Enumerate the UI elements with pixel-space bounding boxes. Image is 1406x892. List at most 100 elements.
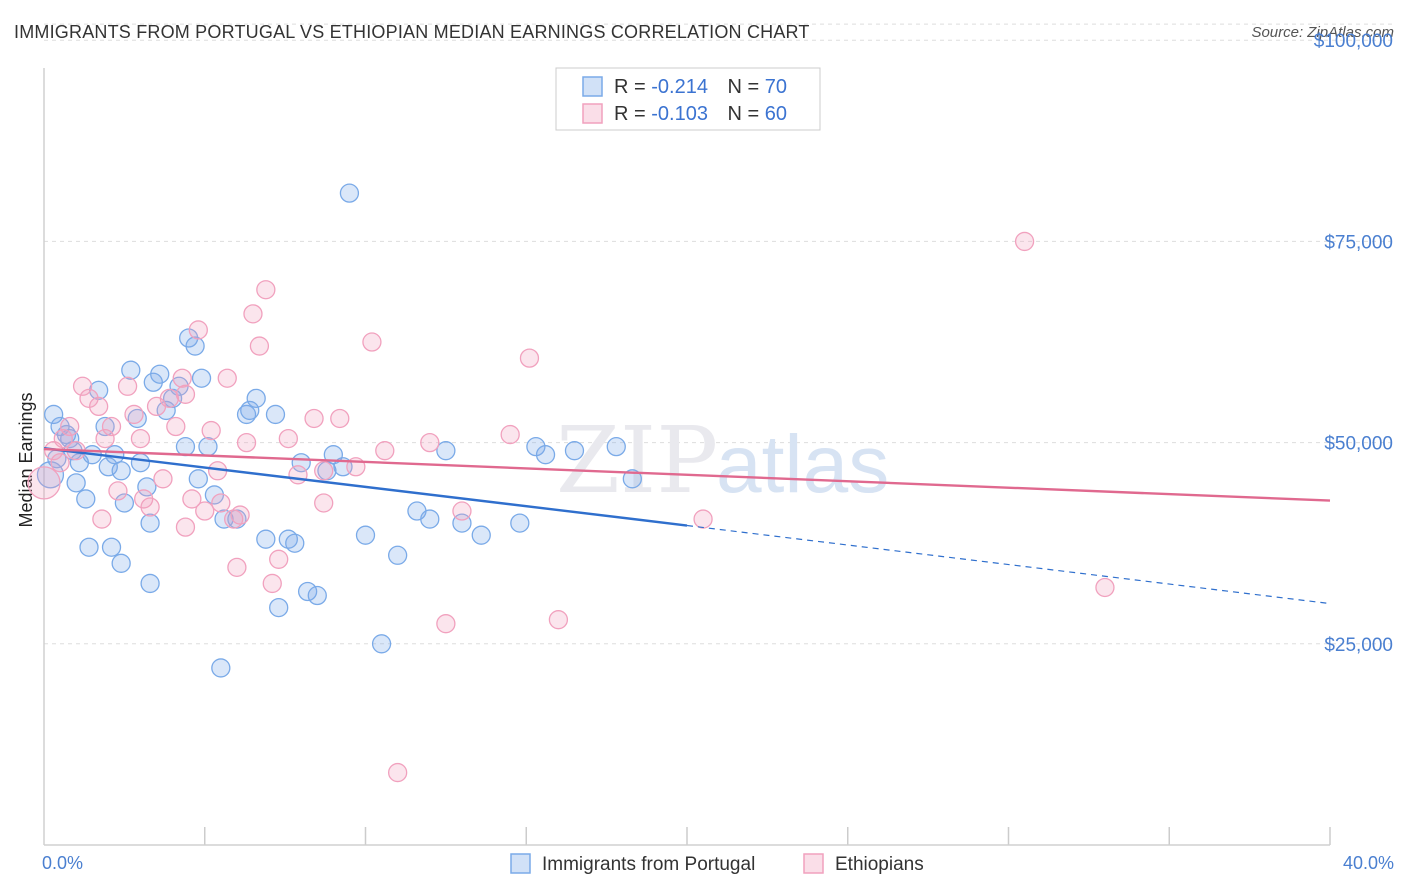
x-tick-label-min: 0.0% [42,853,83,873]
point-portugal [420,509,440,529]
trend-line-ethiopians [43,447,1331,502]
point-ethiopians [243,304,263,324]
point-ethiopians [95,428,115,449]
point-portugal [36,461,65,489]
point-ethiopians [217,368,237,388]
point-ethiopians [153,469,173,489]
legend-r-value-ethiopians: -0.103 [651,103,708,125]
point-ethiopians [330,408,350,429]
axes [43,68,1330,846]
point-ethiopians [79,388,99,409]
trend-line-portugal [43,447,688,527]
point-ethiopians [101,416,122,437]
point-portugal [355,525,376,545]
point-portugal [156,400,176,421]
point-portugal [137,477,157,497]
point-ethiopians [195,501,215,521]
point-ethiopians [387,762,408,783]
point-portugal [240,400,260,421]
point-ethiopians [50,453,70,473]
point-portugal [198,436,218,457]
legend-n-label: N = [728,103,765,125]
point-ethiopians [175,517,196,537]
watermark-zip: ZIP [556,407,718,514]
point-portugal [130,453,151,473]
watermark: ZIP atlas [556,407,889,514]
point-ethiopians [452,501,472,521]
point-ethiopians [420,432,440,453]
bottom-legend-swatch-ethiopians [803,853,824,874]
point-portugal [76,489,96,509]
legend-n-value-ethiopians: 60 [765,103,787,125]
point-ethiopians [182,489,202,509]
point-ethiopians [262,573,282,594]
point-ethiopians [172,368,192,388]
point-ethiopians [256,280,276,300]
point-portugal [269,597,289,618]
point-portugal [121,360,141,380]
point-ethiopians [436,614,456,634]
y-tick-label: $25,000 [1324,635,1393,656]
point-ethiopians [519,348,540,368]
point-ethiopians [140,497,160,517]
point-ethiopians [92,509,112,529]
point-portugal [43,404,64,425]
point-ethiopians [201,420,221,441]
x-tick-label-max: 40.0% [1343,853,1394,873]
point-ethiopians [60,416,80,437]
point-ethiopians [117,376,138,396]
legend-swatch-portugal [582,76,603,97]
point-portugal [188,469,208,489]
legend-swatch-ethiopians [582,103,603,124]
point-ethiopians [304,408,324,429]
bottom-legend-label-portugal: Immigrants from Portugal [542,854,755,875]
point-ethiopians [375,441,395,461]
point-ethiopians [166,416,186,437]
point-portugal [307,585,327,606]
point-ethiopians [188,320,208,340]
point-portugal [111,461,131,481]
bottom-legend-label-ethiopians: Ethiopians [835,854,924,875]
gridlines [44,23,1392,845]
point-portugal [535,445,556,465]
watermark-atlas: atlas [716,419,889,510]
point-ethiopians [230,505,250,525]
point-ethiopians [53,428,73,449]
point-portugal [66,473,86,493]
y-tick-label: $75,000 [1324,232,1393,253]
point-portugal [622,469,642,489]
y-tick-label: $50,000 [1324,434,1393,455]
point-ethiopians [159,388,180,409]
trend-line-portugal-extension [686,524,1331,605]
point-ethiopians [89,396,109,417]
chart-title: IMMIGRANTS FROM PORTUGAL VS ETHIOPIAN ME… [14,22,810,42]
y-tick-label: $100,000 [1314,31,1393,52]
point-portugal [526,436,546,457]
point-portugal [371,634,392,654]
point-ethiopians [278,428,298,449]
point-ethiopians [500,424,520,445]
point-ethiopians [693,509,713,529]
data-points [27,183,1115,783]
point-ethiopians [108,481,128,501]
point-portugal [564,441,585,461]
point-ethiopians [269,549,289,569]
point-portugal [105,445,125,465]
point-ethiopians [362,332,382,352]
point-portugal [111,553,131,573]
legend-row-portugal: R = -0.214 N = 70 [614,76,787,98]
bottom-legend-swatch-portugal [510,853,531,874]
point-portugal [79,537,99,557]
point-portugal [175,436,196,457]
point-ethiopians [1095,577,1115,598]
legend-n-value-portugal: 70 [765,76,787,98]
point-portugal [471,525,491,545]
legend-row-ethiopians: R = -0.103 N = 60 [614,103,787,125]
legend-frame [555,67,821,131]
point-ethiopians [288,465,308,485]
legend-r-label: R = [614,103,651,125]
point-portugal [191,368,212,388]
point-ethiopians [211,493,231,513]
source-credit: Source: ZipAtlas.com [1251,24,1394,41]
